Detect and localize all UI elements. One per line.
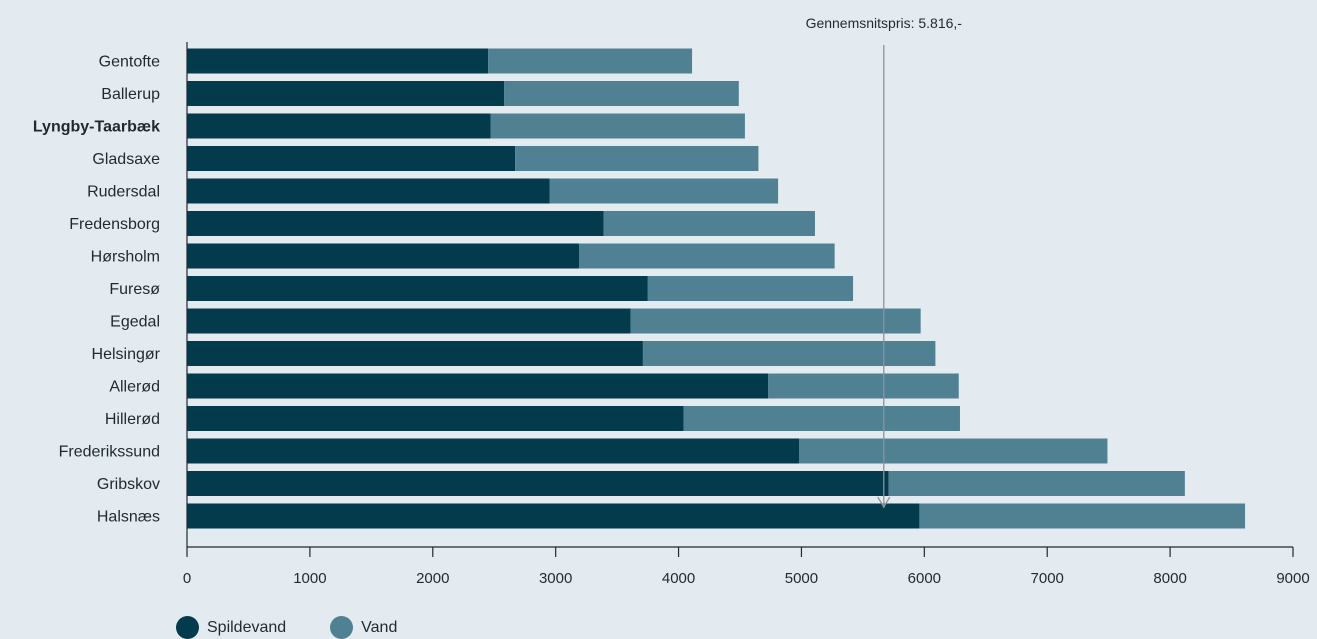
category-label: Fredensborg <box>69 216 160 233</box>
category-label: Hillerød <box>105 411 160 428</box>
average-label: Gennemsnitspris: 5.816,- <box>806 15 963 31</box>
category-label: Halsnæs <box>97 509 160 526</box>
category-label: Gribskov <box>97 476 160 493</box>
bar-spildevand-14 <box>187 503 920 529</box>
bar-spildevand-8 <box>187 308 631 334</box>
bar-spildevand-12 <box>187 438 799 464</box>
x-tick-label: 7000 <box>1031 570 1064 587</box>
bar-vand-11 <box>683 406 960 431</box>
legend-label-vand: Vand <box>361 618 398 636</box>
bar-spildevand-5 <box>187 211 604 236</box>
legend-label-spildevand: Spildevand <box>207 618 287 636</box>
legend-swatch-vand <box>330 616 354 639</box>
category-label: Egedal <box>110 314 160 331</box>
bar-vand-12 <box>798 438 1108 464</box>
legend-item-spildevand: Spildevand <box>176 616 286 639</box>
bar-vand-2 <box>490 113 745 139</box>
bar-spildevand-10 <box>187 373 769 399</box>
x-tick-label: 4000 <box>662 570 695 587</box>
bar-vand-0 <box>488 48 693 74</box>
x-tick-label: 6000 <box>908 570 941 587</box>
bar-vand-1 <box>504 81 739 106</box>
x-tick-label: 0 <box>183 570 191 587</box>
bar-vand-6 <box>579 243 835 269</box>
category-label: Furesø <box>109 281 160 298</box>
bar-vand-10 <box>768 373 959 399</box>
x-tick-label: 9000 <box>1276 570 1309 587</box>
bar-vand-7 <box>647 276 854 301</box>
bar-vand-5 <box>603 211 815 236</box>
bar-spildevand-3 <box>187 146 516 171</box>
category-label: Hørsholm <box>91 249 160 266</box>
bar-spildevand-13 <box>187 471 889 496</box>
legend-item-vand: Vand <box>330 616 397 639</box>
category-label: Ballerup <box>101 86 160 103</box>
x-tick-label: 3000 <box>539 570 572 587</box>
bar-spildevand-0 <box>187 48 489 74</box>
category-label: Frederikssund <box>59 444 160 461</box>
category-label: Lyngby-Taarbæk <box>33 119 160 136</box>
bar-spildevand-1 <box>187 81 505 106</box>
x-tick-label: 5000 <box>785 570 818 587</box>
x-tick-label: 2000 <box>416 570 449 587</box>
bar-spildevand-7 <box>187 276 648 301</box>
bar-vand-13 <box>888 471 1185 496</box>
bar-vand-4 <box>549 178 779 204</box>
stacked-bar-chart: Gentofte Ballerup Lyngby-Taarbæk Gladsaxe Ru… <box>33 15 1310 587</box>
bar-spildevand-9 <box>187 341 643 366</box>
average-arrow <box>877 496 891 509</box>
category-label: Gladsaxe <box>92 151 160 168</box>
bar-spildevand-6 <box>187 243 580 269</box>
category-label: Allerød <box>109 379 160 396</box>
x-tick-label: 1000 <box>293 570 326 587</box>
bar-spildevand-11 <box>187 406 684 431</box>
bar-vand-3 <box>515 146 759 171</box>
category-label: Helsingør <box>92 346 161 363</box>
bar-vand-8 <box>630 308 921 334</box>
bar-vand-9 <box>642 341 936 366</box>
legend-swatch-spildevand <box>176 616 199 639</box>
legend: Spildevand Vand <box>176 616 441 639</box>
bar-vand-14 <box>919 503 1246 529</box>
bar-spildevand-4 <box>187 178 550 204</box>
category-label: Rudersdal <box>87 184 160 201</box>
category-label: Gentofte <box>99 54 160 71</box>
x-tick-label: 8000 <box>1153 570 1186 587</box>
bar-spildevand-2 <box>187 113 491 139</box>
